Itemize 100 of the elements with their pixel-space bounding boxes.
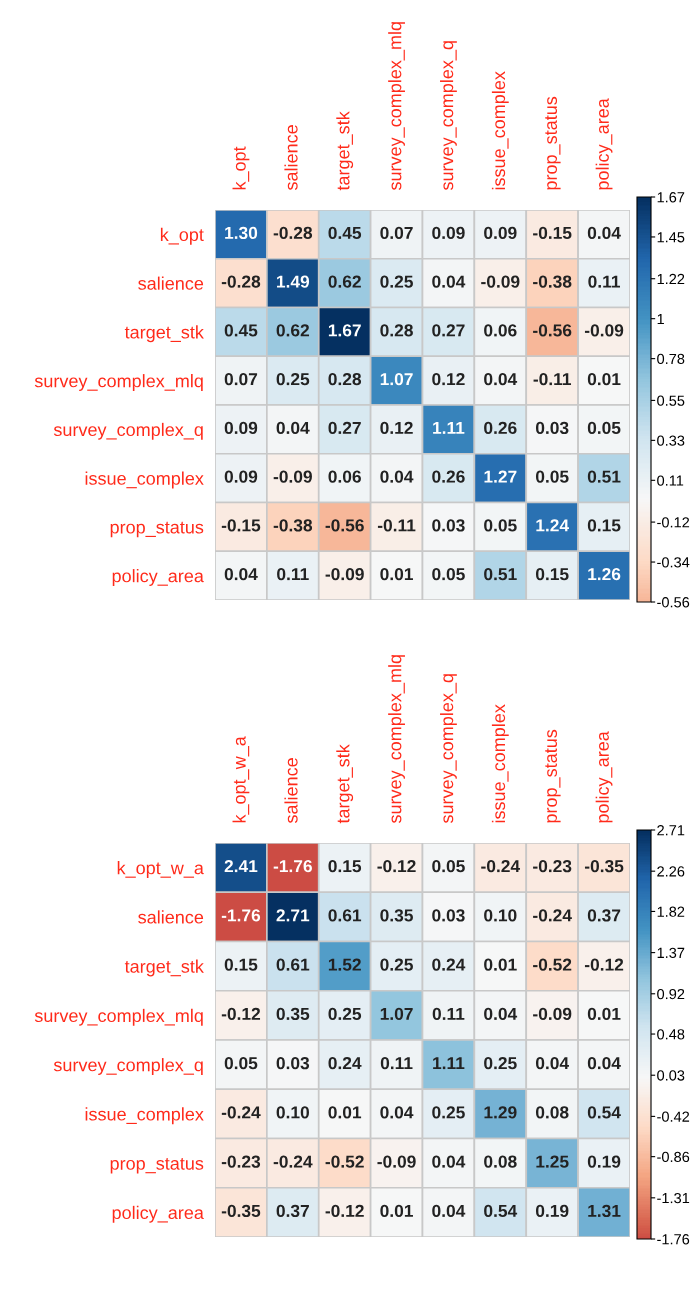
x-tick-label: salience [284,758,298,824]
y-tick-label: salience [138,910,204,924]
x-tick-label: k_opt [232,146,250,190]
data-label: 0.07 [380,226,413,240]
data-label: 0.04 [484,1007,518,1021]
data-label: 0.04 [224,567,258,581]
data-label: 0.09 [224,470,258,483]
data-label: 0.24 [432,958,466,971]
y-tick-label: k_opt [160,227,204,245]
color-bar-label: -0.56 [657,597,690,608]
y-tick-label: prop_status [110,521,204,538]
data-label: 0.62 [328,275,361,288]
color-bar-label: -0.34 [657,557,690,568]
data-label: 0.25 [380,958,413,971]
color-bar-label: 1 [657,313,664,324]
data-label: 0.03 [432,519,465,532]
color-bar-label: 2.26 [657,866,685,877]
x-tick-label: policy_area [595,98,613,190]
data-label: 0.62 [276,324,310,337]
data-label: 0.04 [432,1155,466,1168]
data-label: -0.09 [273,470,312,483]
data-label: 2.41 [224,859,258,873]
data-label: 0.25 [328,1007,362,1021]
data-label: 0.25 [380,275,413,288]
data-label: 0.54 [587,1106,621,1119]
data-label: 0.08 [535,1106,569,1119]
data-label: 0.11 [588,275,620,288]
data-label: -0.12 [221,1007,261,1021]
data-label: -0.12 [325,1204,364,1218]
color-bar-label: 2.71 [657,825,685,836]
data-label: -0.38 [273,519,313,532]
data-label: 0.35 [276,1007,310,1021]
data-label: 1.11 [433,421,465,434]
data-label: 1.11 [433,1057,465,1070]
data-label: 0.01 [484,958,517,971]
y-tick-label: target_stk [124,959,204,977]
data-label: 0.45 [224,324,258,337]
data-label: 1.31 [588,1204,621,1218]
y-tick-label: prop_status [110,1157,204,1174]
data-label: 0.05 [432,859,465,873]
y-tick-label: target_stk [124,325,204,343]
data-label: 0.25 [276,372,310,386]
y-tick-label: policy_area [112,569,204,586]
data-label: 0.09 [224,421,258,435]
data-label: 0.61 [276,958,310,971]
color-bar-label: 0.92 [657,988,685,1000]
color-bar-label: 1.67 [657,192,685,203]
y-tick-label: issue_complex [85,471,204,489]
data-label: 0.01 [328,1106,362,1119]
data-label: 0.04 [535,1056,569,1070]
data-label: 0.05 [587,421,621,435]
data-label: 0.10 [276,1106,309,1119]
color-bar-label: -0.12 [657,517,690,528]
data-label: 0.15 [224,958,258,971]
x-tick-label: target_stk [336,744,354,824]
data-label: 0.01 [587,1007,621,1021]
data-label: -0.38 [533,275,572,288]
data-label: 0.01 [587,372,621,386]
data-label: 0.28 [328,372,362,386]
data-label: -0.23 [533,859,572,873]
color-bar-label: 0.11 [657,475,684,486]
data-label: 0.51 [587,470,621,483]
x-tick-label: prop_status [545,729,561,823]
data-label: -0.24 [273,1155,313,1168]
x-tick-label: target_stk [336,111,354,191]
data-label: 0.09 [484,226,517,240]
data-label: -0.11 [377,519,416,532]
data-label: 0.04 [276,421,310,435]
data-label: 0.54 [484,1204,518,1218]
data-label: 0.03 [432,909,465,922]
data-label: 1.29 [484,1106,517,1119]
data-label: -0.24 [481,859,521,873]
data-label: -0.09 [533,1007,572,1021]
data-label: 0.03 [276,1056,310,1070]
data-label: 1.67 [328,324,361,337]
data-label: 0.11 [277,567,309,581]
y-tick-label: survey_complex_mlq [34,1008,203,1026]
data-label: 0.09 [432,226,465,240]
y-tick-label: k_opt_w_a [117,861,204,878]
data-label: 0.35 [380,909,413,922]
data-label: -0.09 [325,567,364,581]
data-label: 1.25 [536,1155,569,1168]
data-label: 0.01 [380,1204,413,1218]
data-label: 0.26 [432,470,465,483]
data-label: -0.09 [481,275,520,288]
x-tick-label: survey_complex_q [440,674,457,824]
data-label: 0.25 [432,1106,465,1119]
data-label: 2.71 [276,909,310,922]
data-label: 0.19 [535,1204,569,1218]
data-label: 1.27 [484,470,517,483]
color-bar-label: 1.37 [657,947,685,959]
data-label: 1.24 [536,519,569,532]
data-label: 0.05 [224,1056,258,1070]
data-label: 0.05 [484,519,517,532]
x-tick-label: survey_complex_q [440,41,457,191]
y-tick-label: issue_complex [85,1107,204,1125]
y-tick-label: survey_complex_q [53,422,203,440]
data-label: -0.52 [325,1155,364,1168]
data-label: 0.26 [484,421,517,435]
data-label: -0.56 [533,324,572,337]
